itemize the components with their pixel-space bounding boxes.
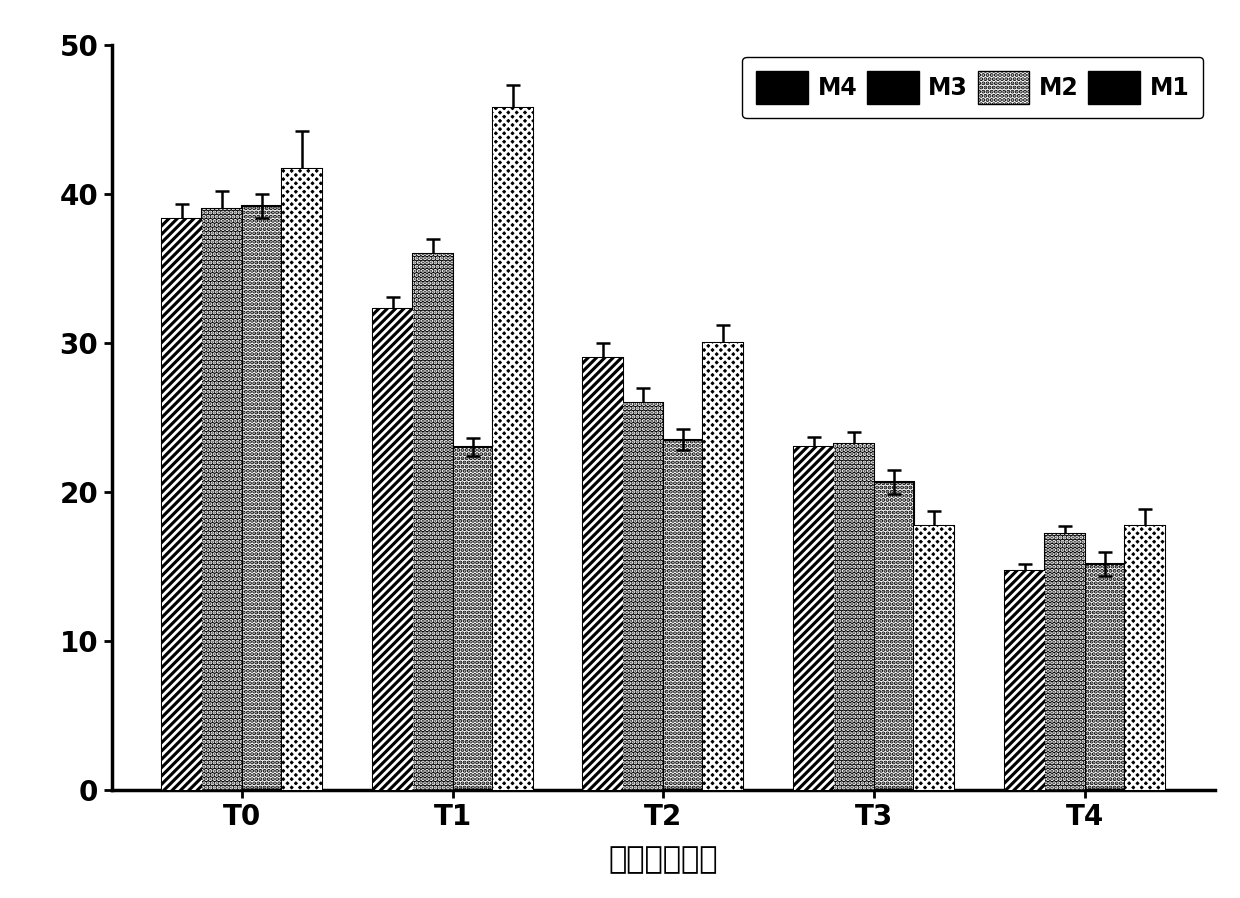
Bar <box>794 447 835 790</box>
Bar <box>835 445 874 790</box>
Bar <box>874 481 914 790</box>
Bar <box>1085 564 1125 790</box>
Bar <box>1004 571 1045 790</box>
Bar <box>242 206 281 790</box>
Bar <box>202 209 242 790</box>
Bar <box>583 358 624 790</box>
Bar <box>281 169 322 790</box>
Bar <box>1125 526 1166 790</box>
Bar <box>492 108 533 790</box>
Bar <box>453 447 492 790</box>
X-axis label: 多环芳烃浓度: 多环芳烃浓度 <box>609 845 718 875</box>
Bar <box>914 526 955 790</box>
Bar <box>794 447 835 790</box>
Bar <box>1045 533 1085 790</box>
Bar <box>202 209 242 790</box>
Bar <box>835 445 874 790</box>
Bar <box>624 402 663 790</box>
Legend: M4, M3, M2, M1: M4, M3, M2, M1 <box>742 57 1203 119</box>
Bar <box>663 440 703 790</box>
Bar <box>1045 533 1085 790</box>
Bar <box>914 526 955 790</box>
Bar <box>1125 526 1166 790</box>
Bar <box>583 358 624 790</box>
Bar <box>281 169 322 790</box>
Bar <box>1004 571 1045 790</box>
Bar <box>372 309 413 790</box>
Bar <box>161 219 202 790</box>
Bar <box>624 402 663 790</box>
Bar <box>413 253 453 790</box>
Bar <box>492 108 533 790</box>
Bar <box>161 219 202 790</box>
Bar <box>703 343 744 790</box>
Bar <box>372 309 413 790</box>
Bar <box>703 343 744 790</box>
Bar <box>413 253 453 790</box>
